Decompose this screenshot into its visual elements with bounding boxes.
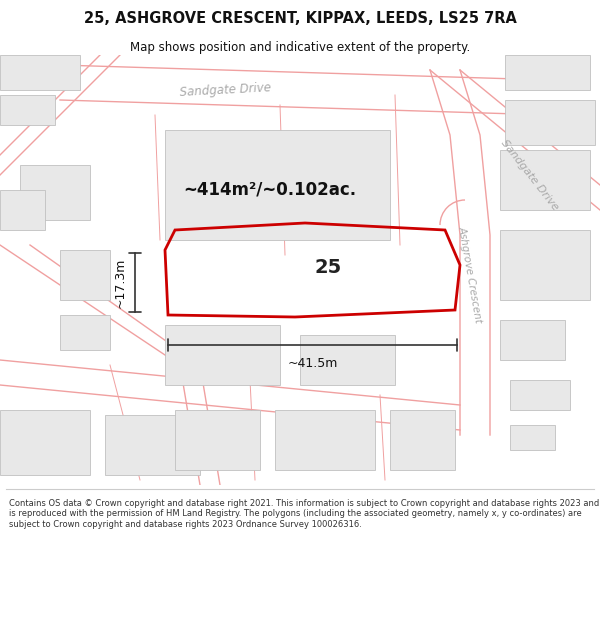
Text: 25: 25 — [315, 258, 342, 277]
Text: 25, ASHGROVE CRESCENT, KIPPAX, LEEDS, LS25 7RA: 25, ASHGROVE CRESCENT, KIPPAX, LEEDS, LS… — [83, 11, 517, 26]
Polygon shape — [505, 55, 590, 90]
Polygon shape — [60, 315, 110, 350]
Text: Sandgate Drive: Sandgate Drive — [499, 138, 560, 212]
Polygon shape — [165, 325, 280, 385]
Polygon shape — [105, 415, 200, 475]
Polygon shape — [0, 55, 80, 90]
Polygon shape — [505, 100, 595, 145]
Polygon shape — [390, 410, 455, 470]
Text: Ashgrove Crescent: Ashgrove Crescent — [457, 226, 484, 324]
Polygon shape — [0, 190, 45, 230]
Polygon shape — [0, 410, 90, 475]
Polygon shape — [60, 250, 110, 300]
Polygon shape — [300, 335, 395, 385]
Polygon shape — [510, 425, 555, 450]
Text: Map shows position and indicative extent of the property.: Map shows position and indicative extent… — [130, 41, 470, 54]
Polygon shape — [500, 320, 565, 360]
Polygon shape — [500, 230, 590, 300]
Polygon shape — [165, 130, 390, 240]
Polygon shape — [500, 150, 590, 210]
Text: ~414m²/~0.102ac.: ~414m²/~0.102ac. — [184, 181, 356, 199]
Text: ~17.3m: ~17.3m — [114, 258, 127, 308]
Polygon shape — [275, 410, 375, 470]
Polygon shape — [510, 380, 570, 410]
Polygon shape — [0, 95, 55, 125]
Text: Contains OS data © Crown copyright and database right 2021. This information is : Contains OS data © Crown copyright and d… — [9, 499, 599, 529]
Polygon shape — [175, 410, 260, 470]
Text: Sandgate Drive: Sandgate Drive — [179, 81, 271, 99]
Text: ~41.5m: ~41.5m — [287, 357, 338, 370]
Polygon shape — [20, 165, 90, 220]
